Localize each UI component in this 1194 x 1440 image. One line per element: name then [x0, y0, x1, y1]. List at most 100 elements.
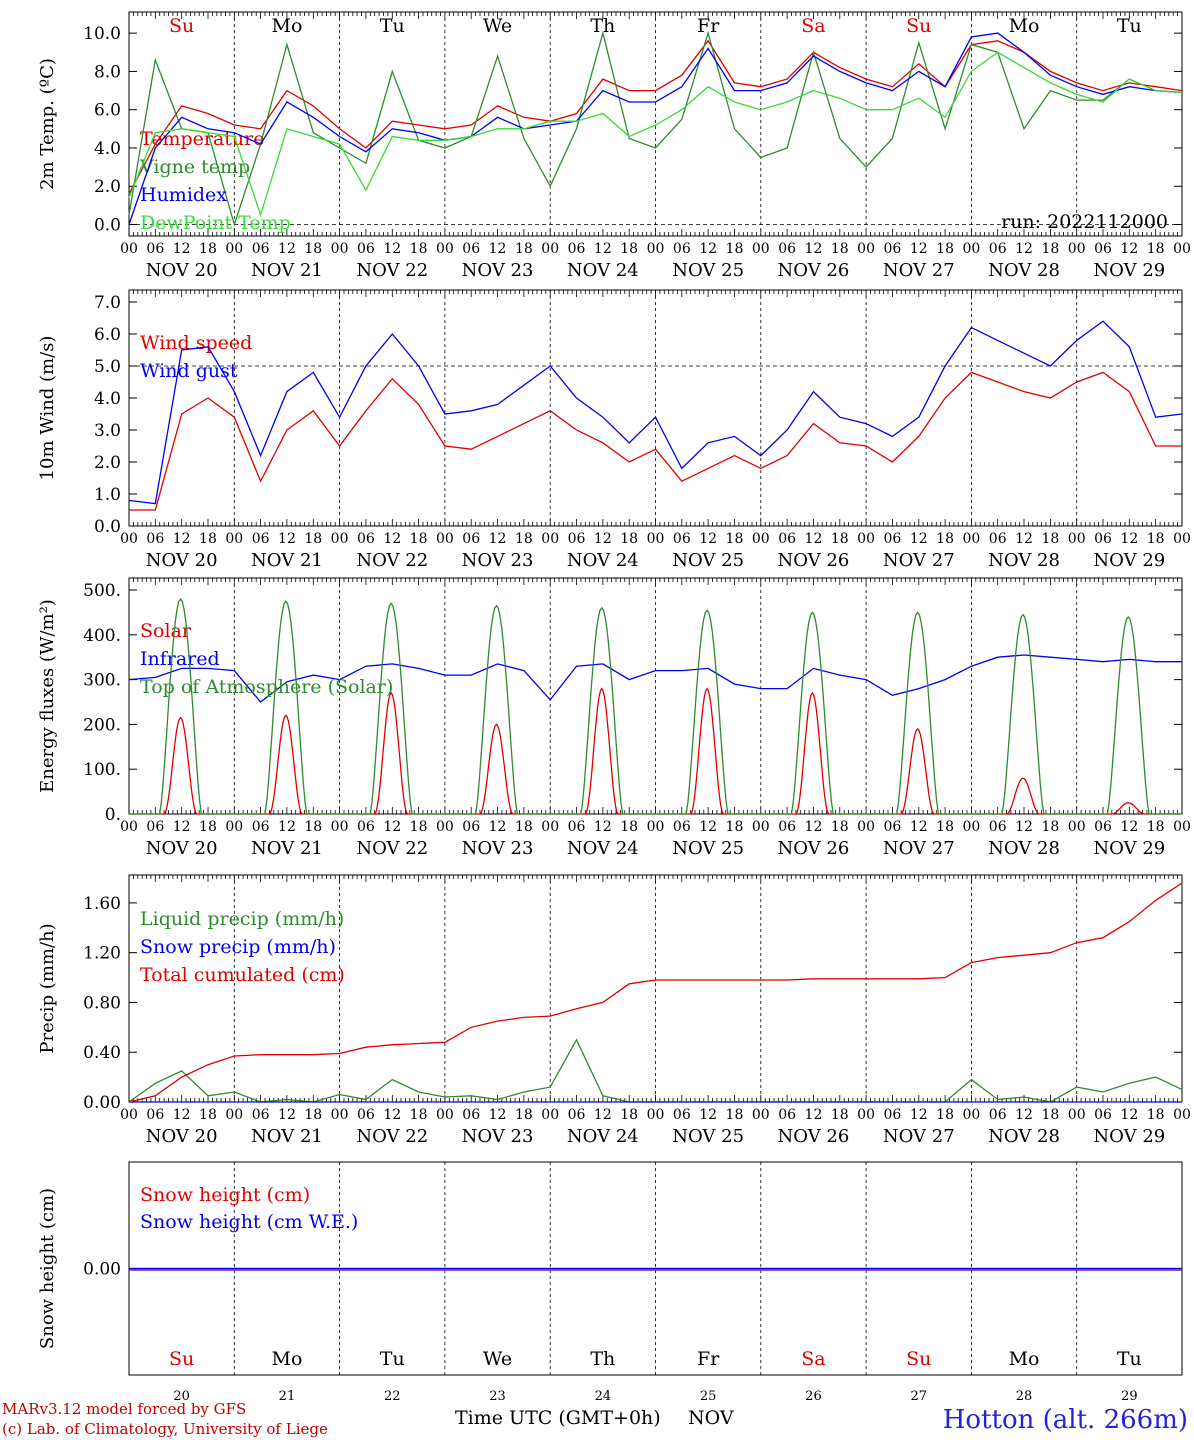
weekday-label: We — [483, 1348, 512, 1370]
x-date-label: NOV 20 — [146, 260, 218, 281]
legend-entry: Snow height (cm) — [140, 1184, 310, 1206]
weekday-label: We — [483, 15, 512, 37]
x-hour-label: 00 — [120, 819, 138, 835]
x-hour-label: 00 — [436, 531, 454, 547]
y-tick-label: 0. — [105, 805, 121, 825]
x-hour-label: 06 — [146, 819, 164, 835]
x-date-label: NOV 21 — [251, 1126, 323, 1147]
x-hour-label: 18 — [1041, 1107, 1059, 1123]
weekday-label: Th — [590, 15, 615, 37]
weekday-label: Su — [906, 1348, 931, 1370]
weekday-label: Tu — [1117, 1348, 1142, 1370]
x-hour-label: 06 — [462, 531, 480, 547]
x-hour-label: 00 — [857, 1107, 875, 1123]
y-axis-title: 2m Temp. (ºC) — [37, 58, 58, 190]
day-number-label: 28 — [1016, 1389, 1033, 1404]
panel-snow: 0.00 Snow height (cm) Snow height (cm) Snow… — [37, 1161, 1183, 1404]
x-hour-label: 18 — [620, 1107, 638, 1123]
x-date-label: NOV 20 — [146, 838, 218, 859]
x-date-label: NOV 28 — [988, 550, 1060, 571]
x-hour-label: 12 — [383, 1107, 401, 1123]
x-date-label: NOV 24 — [567, 550, 639, 571]
x-hour-label: 06 — [884, 531, 902, 547]
x-hour-label: 06 — [673, 241, 691, 257]
x-hour-label: 18 — [304, 819, 322, 835]
x-date-label: NOV 26 — [778, 550, 850, 571]
legend-entry: Humidex — [140, 184, 227, 206]
y-axis-title: 10m Wind (m/s) — [37, 336, 58, 481]
legend-entry: DewPoint Temp — [140, 212, 291, 234]
day-number-label: 26 — [805, 1389, 822, 1404]
y-tick-label: 500. — [83, 581, 121, 601]
x-hour-label: 18 — [199, 1107, 217, 1123]
x-hour-label: 00 — [962, 241, 980, 257]
y-tick-label: 4.0 — [94, 389, 121, 409]
x-date-label: NOV 26 — [778, 1126, 850, 1147]
x-hour-label: 12 — [805, 241, 823, 257]
x-hour-label: 18 — [199, 241, 217, 257]
y-tick-label: 1.20 — [83, 944, 121, 964]
x-hour-label: 12 — [489, 241, 507, 257]
legend-entry: Liquid precip (mm/h) — [140, 908, 344, 930]
day-number-label: 23 — [489, 1389, 506, 1404]
weekday-label: Mo — [271, 1348, 302, 1370]
x-hour-label: 06 — [778, 531, 796, 547]
x-hour-label: 18 — [620, 531, 638, 547]
y-tick-label: 0.0 — [94, 517, 121, 537]
x-hour-label: 06 — [1094, 531, 1112, 547]
x-hour-label: 12 — [278, 531, 296, 547]
x-date-label: NOV 22 — [356, 260, 428, 281]
x-hour-label: 06 — [673, 819, 691, 835]
x-hour-label: 00 — [436, 819, 454, 835]
x-date-label: NOV 28 — [988, 1126, 1060, 1147]
y-axis-title: Snow height (cm) — [37, 1188, 58, 1349]
x-hour-label: 06 — [778, 819, 796, 835]
x-date-label: NOV 24 — [567, 838, 639, 859]
panel-temperature: 0.0 2.0 4.0 6.0 8.0 10.0 2m Temp. (ºC) 00 06 12 18… — [37, 11, 1191, 281]
x-hour-label: 06 — [884, 1107, 902, 1123]
x-hour-label: 00 — [541, 241, 559, 257]
x-axis-title: Time UTC (GMT+0h) — [455, 1407, 661, 1429]
x-hour-label: 00 — [752, 1107, 770, 1123]
x-hour-label: 00 — [857, 531, 875, 547]
x-hour-label: 06 — [146, 241, 164, 257]
x-hour-label: 00 — [752, 241, 770, 257]
x-hour-label: 18 — [936, 819, 954, 835]
x-hour-label: 18 — [515, 1107, 533, 1123]
x-hour-label: 00 — [1173, 531, 1191, 547]
x-hour-label: 12 — [383, 819, 401, 835]
x-hour-label: 18 — [515, 819, 533, 835]
x-date-label: NOV 27 — [883, 838, 955, 859]
x-hour-label: 12 — [594, 819, 612, 835]
x-hour-label: 06 — [568, 531, 586, 547]
x-hour-label: 18 — [831, 819, 849, 835]
x-hour-label: 18 — [831, 531, 849, 547]
weekday-label: Tu — [380, 15, 405, 37]
weekday-label: Su — [169, 1348, 194, 1370]
x-hour-label: 00 — [225, 1107, 243, 1123]
x-hour-label: 12 — [278, 241, 296, 257]
y-axis-title: Energy fluxes (W/m²) — [37, 599, 58, 793]
x-hour-label: 12 — [1015, 1107, 1033, 1123]
x-hour-label: 18 — [1041, 241, 1059, 257]
x-hour-label: 06 — [146, 1107, 164, 1123]
y-axis-title: Precip (mm/h) — [37, 923, 58, 1053]
y-tick-label: 300. — [83, 671, 121, 691]
x-hour-label: 00 — [541, 531, 559, 547]
x-date-label: NOV 24 — [567, 1126, 639, 1147]
weekday-label: Tu — [1117, 15, 1142, 37]
x-hour-label: 00 — [436, 241, 454, 257]
x-date-label: NOV 29 — [1093, 260, 1165, 281]
x-hour-label: 00 — [752, 819, 770, 835]
x-hour-label: 18 — [410, 241, 428, 257]
day-number-label: 27 — [910, 1389, 927, 1404]
x-date-label: NOV 23 — [462, 1126, 534, 1147]
x-hour-label: 12 — [699, 819, 717, 835]
x-hour-label: 06 — [252, 241, 270, 257]
x-hour-label: 06 — [884, 819, 902, 835]
x-date-label: NOV 25 — [672, 260, 744, 281]
credit-line-1: MARv3.12 model forced by GFS — [2, 1400, 246, 1418]
x-date-label: NOV 25 — [672, 550, 744, 571]
legend-entry: Total cumulated (cm) — [140, 964, 345, 986]
